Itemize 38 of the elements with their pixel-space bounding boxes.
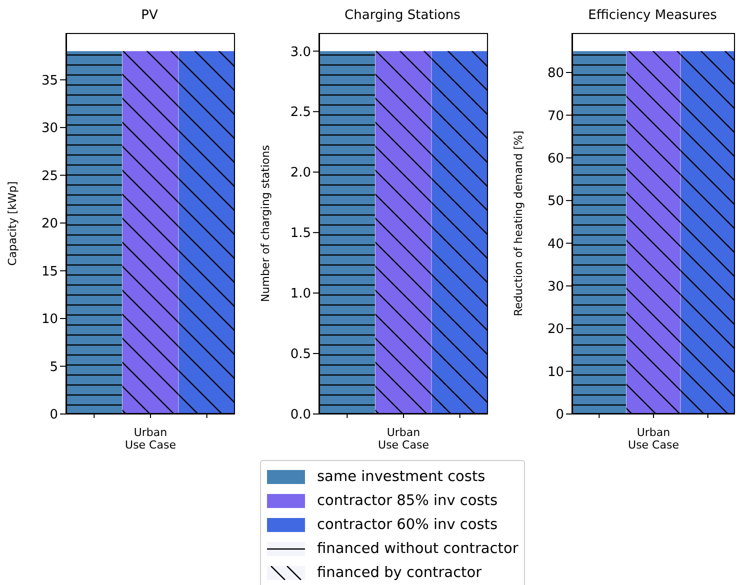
text: financed by contractor [317,565,482,581]
y-tick-label: 0 [50,408,58,423]
y-tick-label: 1.0 [290,286,311,302]
text: financed without contractor [317,541,518,557]
y-axis-title: Number of charging stations [258,144,272,302]
y-tick-label: 5 [50,360,58,375]
chart-title: Efficiency Measures [587,8,718,23]
y-axis-title: Capacity [kWp] [6,181,19,266]
legend-label: contractor 60% inv costs [317,517,498,533]
y-tick-label: 70 [547,108,564,124]
legend-label: contractor 85% inv costs [317,493,498,509]
legend-label: same investment costs [317,469,486,485]
y-tick-label: 2.0 [290,166,311,181]
y-tick-label: 20 [41,216,58,232]
y-tick-label: 50 [547,194,564,210]
y-tick-label: 1.5 [290,226,311,242]
chart-title: PV [140,8,159,23]
y-tick-label: 25 [41,168,58,184]
x-tick-label: Urban Use Case [628,426,680,452]
y-tick-label: 10 [547,364,564,380]
y-tick-label: 2.5 [290,105,311,120]
y-axis-title: Reduction of heating demand [%] [512,130,525,316]
y-tick-label: 0.0 [290,408,311,423]
y-tick-label: 30 [547,280,564,295]
y-tick-label: 0 [556,408,564,423]
x-tick-label: Urban Use Case [378,426,430,452]
chart-title: Charging Stations [344,8,462,23]
y-tick-label: 60 [547,151,564,166]
y-tick-label: 30 [41,121,58,136]
y-tick-label: 10 [41,312,58,328]
y-tick-label: 15 [41,264,58,280]
x-tick-label: Urban Use Case [125,426,176,452]
y-tick-label: 35 [41,73,58,88]
y-tick-label: 40 [547,236,564,252]
y-tick-label: 0.5 [290,347,311,362]
y-tick-label: 20 [547,322,564,338]
y-tick-label: 3.0 [290,44,311,60]
y-tick-label: 80 [547,66,564,82]
